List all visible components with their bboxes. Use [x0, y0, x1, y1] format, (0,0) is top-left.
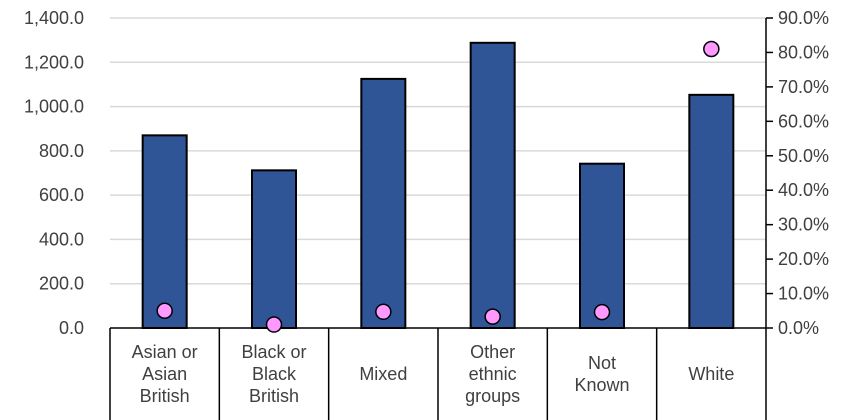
bar	[688, 93, 735, 330]
y-right-tick-label: 20.0%	[778, 249, 829, 269]
category-label: Known	[574, 375, 629, 395]
bar-series	[141, 41, 735, 330]
y-left-tick-label: 600.0	[39, 185, 84, 205]
y-left-tick-label: 1,000.0	[24, 97, 84, 117]
category-label: Mixed	[359, 364, 407, 384]
category-label: ethnic	[469, 364, 517, 384]
category-label: British	[249, 386, 299, 406]
right-axis-ticks: 0.0% 10.0% 20.0% 30.0% 40.0% 50.0% 60.0% 70.0% 8…	[778, 8, 829, 338]
bar	[360, 77, 407, 330]
y-right-tick-label: 30.0%	[778, 215, 829, 235]
y-left-tick-label: 0.0	[59, 318, 84, 338]
y-right-tick-label: 80.0%	[778, 42, 829, 62]
data-point	[265, 316, 283, 333]
bar	[469, 41, 516, 330]
y-right-tick-label: 0.0%	[778, 318, 819, 338]
y-right-tick-label: 50.0%	[778, 146, 829, 166]
bar	[251, 169, 297, 329]
category-label: White	[688, 364, 734, 384]
data-point	[375, 303, 392, 321]
data-point	[703, 40, 720, 58]
category-label: Asian or	[132, 342, 198, 362]
marker-series	[156, 40, 720, 333]
y-right-tick-label: 60.0%	[778, 111, 829, 131]
category-label: Not	[588, 353, 616, 373]
bar	[141, 134, 188, 329]
y-left-tick-label: 200.0	[39, 274, 84, 294]
data-point	[156, 302, 173, 320]
left-axis-ticks: 0.0 200.0 400.0 600.0 800.0 1,000.0 1,200.0 1,4…	[24, 8, 84, 338]
y-right-tick-label: 40.0%	[778, 180, 829, 200]
category-label: Black	[252, 364, 297, 384]
y-left-tick-label: 400.0	[39, 229, 84, 249]
y-right-tick-label: 90.0%	[778, 8, 829, 28]
data-point	[593, 303, 611, 321]
category-label: groups	[465, 386, 520, 406]
y-left-tick-label: 1,200.0	[24, 52, 84, 72]
category-label: Other	[470, 342, 515, 362]
y-left-tick-label: 800.0	[39, 141, 84, 161]
axes	[109, 17, 773, 420]
bar	[579, 162, 625, 329]
gridlines	[110, 17, 766, 285]
category-label: Black or	[241, 342, 306, 362]
category-label: British	[140, 386, 190, 406]
y-right-tick-label: 70.0%	[778, 77, 829, 97]
y-right-tick-label: 10.0%	[778, 284, 829, 304]
category-label: Asian	[142, 364, 187, 384]
y-left-tick-label: 1,400.0	[24, 8, 84, 28]
data-point	[484, 308, 501, 325]
